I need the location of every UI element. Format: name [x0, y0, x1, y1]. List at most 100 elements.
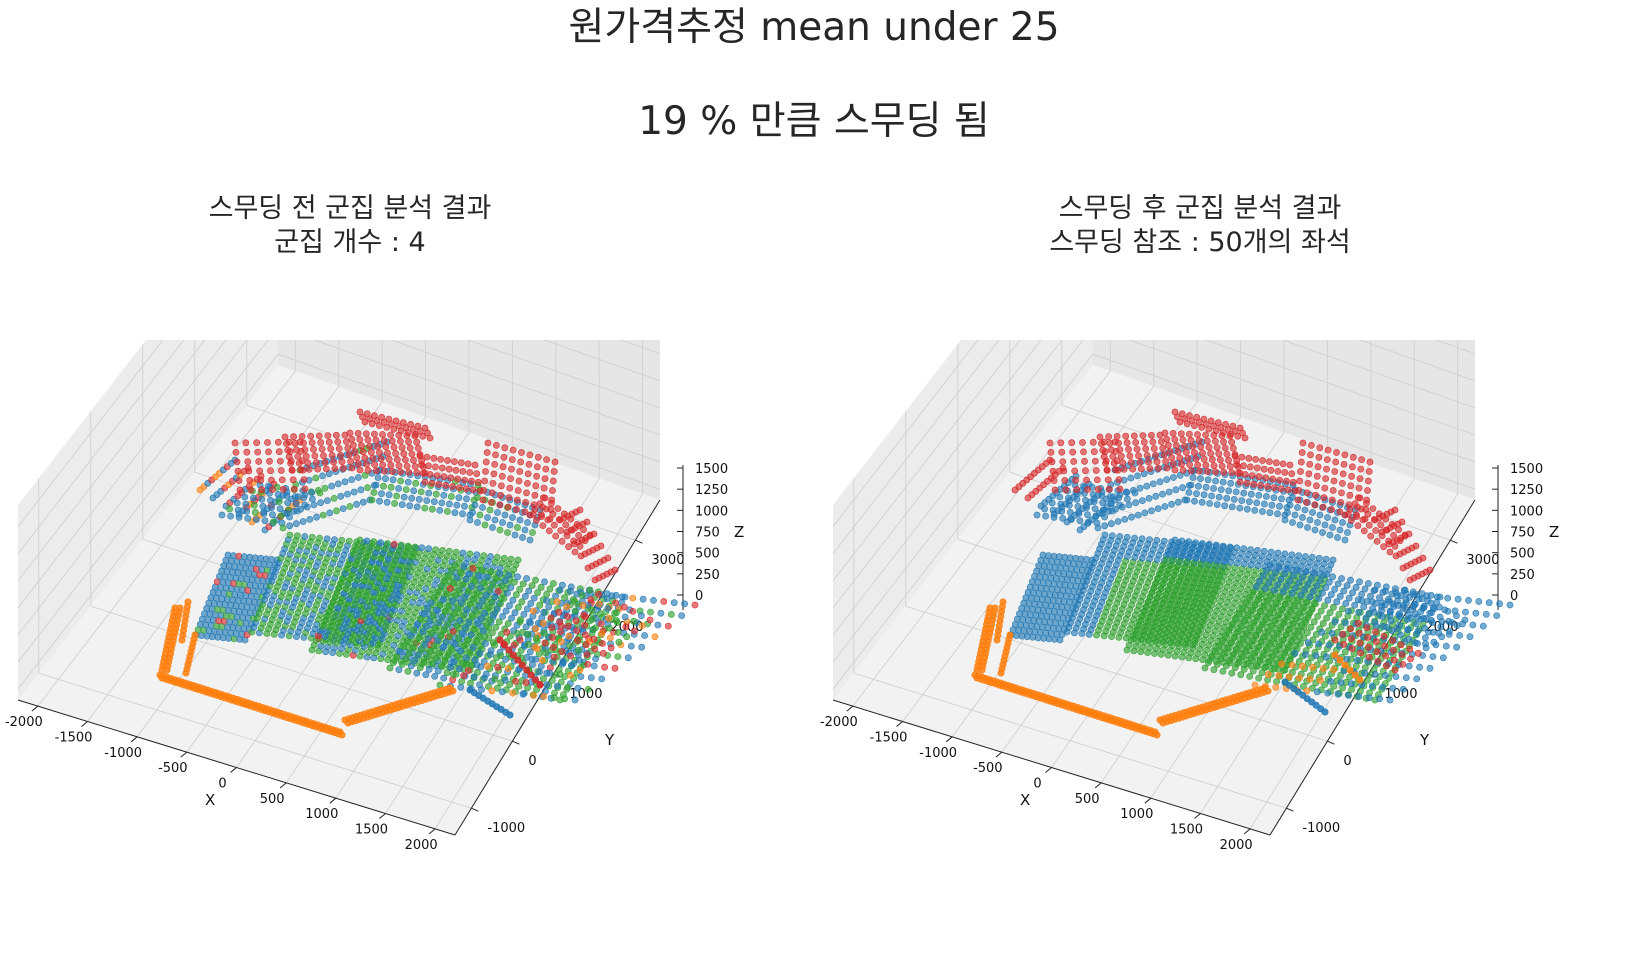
seat-point [1207, 450, 1214, 457]
seat-point [1050, 477, 1058, 484]
seat-point [301, 446, 309, 453]
seat-point [1454, 595, 1462, 603]
seat-point [540, 484, 548, 492]
seat-point [1272, 683, 1280, 691]
seat-point [466, 649, 474, 657]
seat-point [480, 658, 488, 665]
seat-point [1323, 614, 1330, 622]
seat-point [1313, 688, 1321, 696]
seat-point [1304, 659, 1312, 667]
seat-point [1382, 587, 1389, 595]
seat-point [1125, 445, 1132, 453]
seat-point [397, 477, 404, 485]
seat-point [1289, 572, 1297, 579]
seat-point [1404, 625, 1412, 633]
seat-point [1123, 489, 1130, 496]
seat-point [424, 635, 432, 643]
seat-point [583, 651, 591, 658]
seat-point [1373, 648, 1381, 655]
seat-point [1256, 656, 1264, 664]
seat-point [514, 656, 522, 664]
seat-point [419, 432, 427, 440]
seat-point [426, 471, 434, 478]
seat-point [639, 595, 647, 603]
seat-point [494, 663, 502, 671]
x-tick-label: 2000 [1220, 838, 1253, 853]
seat-point [477, 584, 484, 592]
seat-point [366, 442, 373, 450]
seat-point [466, 600, 474, 608]
seat-point [1358, 590, 1365, 598]
seat-point [451, 609, 458, 617]
seat-point [1256, 577, 1264, 585]
seat-point [285, 453, 293, 461]
seat-point [417, 615, 425, 623]
seat-point [1277, 624, 1284, 631]
x-tick-label: 2000 [405, 838, 438, 853]
seat-point [466, 570, 473, 578]
seat-point [404, 478, 412, 486]
seat-point [518, 661, 526, 669]
right-chart-title-line1: 스무딩 후 군집 분석 결과 [1058, 193, 1342, 224]
seat-point [1297, 591, 1305, 599]
seat-point [1097, 440, 1105, 447]
seat-point [1091, 457, 1099, 465]
seat-point [286, 522, 294, 530]
seat-point [1376, 594, 1383, 602]
seat-point [1205, 443, 1213, 451]
seat-point [1067, 516, 1075, 523]
seat-point [347, 458, 354, 465]
seat-point [1306, 593, 1314, 601]
seat-point [1405, 635, 1413, 643]
seat-point [1347, 625, 1354, 633]
seat-point [540, 629, 548, 637]
seat-point [421, 478, 429, 486]
left-chart-title-line1: 스무딩 전 군집 분석 결과 [208, 193, 492, 224]
seat-point [549, 477, 557, 485]
seat-point [1291, 511, 1299, 519]
seat-point [1461, 616, 1469, 624]
seat-point [1114, 518, 1122, 525]
seat-point [1299, 514, 1306, 521]
seat-point [1278, 660, 1286, 668]
seat-point [1304, 639, 1312, 647]
seat-point [393, 653, 401, 661]
seat-point [1433, 593, 1441, 601]
seat-point [313, 513, 320, 521]
seat-point [638, 622, 646, 629]
x-tick [180, 751, 188, 758]
seat-point [411, 543, 419, 551]
seat-point [491, 593, 499, 601]
seat-point [1219, 478, 1227, 486]
seat-point [1148, 507, 1155, 515]
seat-point [1390, 646, 1397, 654]
seat-point [344, 444, 352, 452]
seat-point [384, 449, 391, 457]
seat-point [550, 653, 558, 661]
seat-point [624, 654, 632, 662]
seat-point [599, 649, 607, 657]
seat-point [1258, 590, 1266, 598]
seat-point [455, 484, 463, 491]
seat-point [316, 534, 323, 542]
seat-point [1113, 433, 1121, 440]
seat-point [413, 469, 421, 476]
z-gridline-left [832, 340, 1042, 609]
seat-point [319, 472, 326, 480]
seat-point [550, 643, 557, 651]
seat-point [249, 494, 257, 502]
seat-point [404, 542, 412, 550]
seat-point [265, 448, 272, 456]
seat-point [1255, 674, 1263, 682]
seat-point [290, 507, 298, 515]
seat-point [556, 618, 564, 626]
seat-point [443, 669, 451, 677]
seat-point [421, 504, 429, 512]
seat-point [438, 464, 446, 472]
seat-point [408, 450, 416, 458]
seat-point [492, 451, 499, 459]
seat-point [1233, 646, 1240, 654]
seat-point [1152, 451, 1159, 459]
seat-point [489, 659, 497, 667]
seat-point [1073, 495, 1081, 503]
